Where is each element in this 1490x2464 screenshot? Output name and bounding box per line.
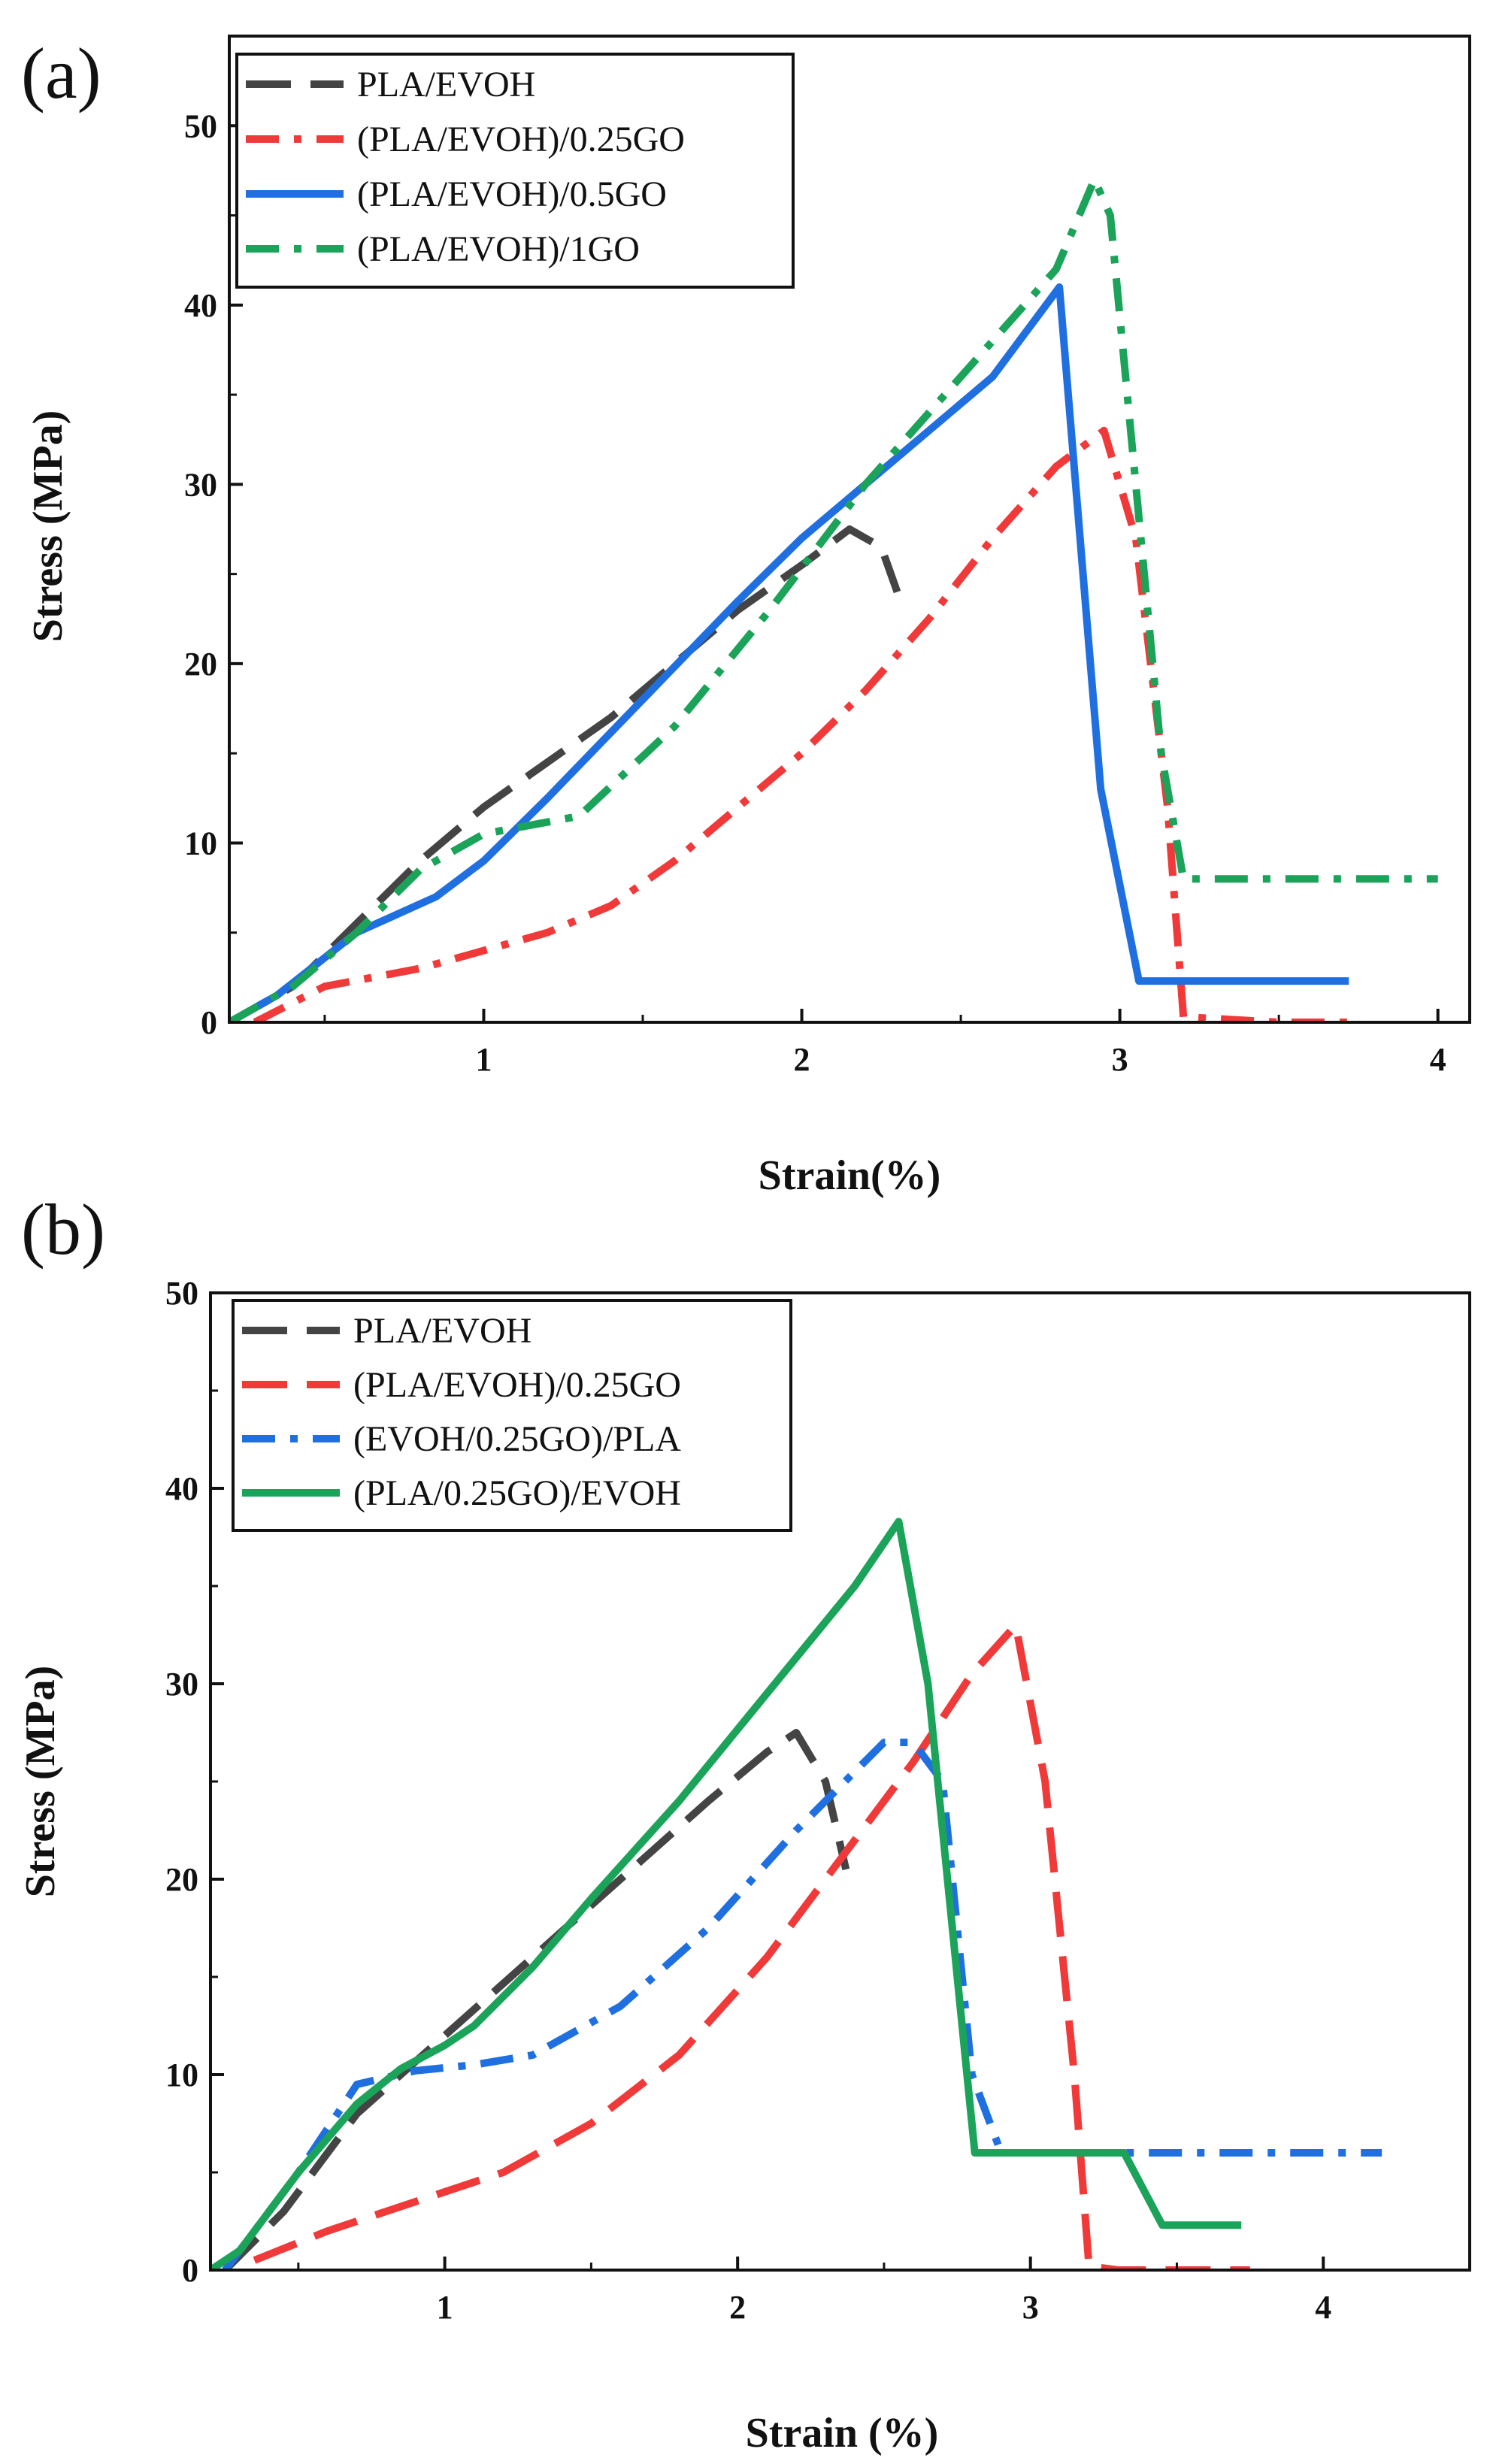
panel-a-xtick-label: 3 bbox=[1112, 1041, 1128, 1078]
panel-a-label: (a) bbox=[21, 33, 101, 114]
panel-a-ytick-label: 40 bbox=[184, 287, 217, 324]
panel-a-xtick-label: 1 bbox=[475, 1041, 492, 1078]
panel-b-series-pla-0-25go-evoh bbox=[210, 1518, 1242, 2270]
panel-b-xtick-label: 1 bbox=[437, 2289, 453, 2326]
panel-b-ytick-label: 20 bbox=[165, 1861, 198, 1898]
panel-b-ytick-label: 30 bbox=[165, 1666, 198, 1703]
panel-b-ytick-label: 40 bbox=[165, 1470, 198, 1507]
panel-a-legend-label-pla-evoh: PLA/EVOH bbox=[357, 65, 535, 104]
panel-b-xtick-label: 3 bbox=[1022, 2289, 1039, 2326]
panel-a-ytick-label: 20 bbox=[184, 646, 217, 683]
panel-b-ytick-label: 50 bbox=[165, 1275, 198, 1312]
panel-a-legend: PLA/EVOH (PLA/EVOH)/0.25GO (PLA/EVOH)/0.5G… bbox=[235, 53, 795, 289]
panel-b-xtick-label: 2 bbox=[729, 2289, 746, 2326]
panel-b-ytick-label: 0 bbox=[182, 2252, 198, 2289]
panel-a-ytick-label: 10 bbox=[184, 825, 217, 861]
panel-a-series-pla-evoh-0-25go bbox=[253, 426, 1358, 1022]
panel-a-legend-label-pla-evoh-0-5go: (PLA/EVOH)/0.5GO bbox=[357, 174, 667, 214]
panel-a-series-pla-evoh-1go bbox=[229, 175, 1438, 1022]
panel-a-legend-label-pla-evoh-1go: (PLA/EVOH)/1GO bbox=[357, 229, 640, 269]
panel-b-ytick-label: 10 bbox=[165, 2057, 198, 2093]
panel-b-y-axis-title: Stress (MPa) bbox=[17, 1666, 64, 1897]
panel-b-legend-label-pla-evoh: PLA/EVOH bbox=[353, 1311, 531, 1351]
panel-b-x-axis-title: Strain (%) bbox=[746, 2410, 939, 2456]
panel-b-chart: (b) 0 10 20 30 40 50 1 2 3 4 Strain (%) Stress (MPa)… bbox=[17, 1189, 1471, 2456]
panel-b-series-pla-evoh bbox=[222, 1729, 850, 2270]
panel-a-ytick-label: 0 bbox=[201, 1004, 217, 1041]
panel-b-legend-label-pla-0-25go-evoh: (PLA/0.25GO)/EVOH bbox=[353, 1473, 681, 1513]
panel-a-ytick-label: 30 bbox=[184, 466, 217, 503]
panel-b-label: (b) bbox=[21, 1189, 105, 1270]
panel-b-legend-label-pla-evoh-0-25go: (PLA/EVOH)/0.25GO bbox=[353, 1365, 681, 1405]
panel-a-plot-frame bbox=[228, 35, 1471, 1024]
panel-a-ytick-label: 50 bbox=[184, 107, 217, 144]
panel-b-legend: PLA/EVOH (PLA/EVOH)/0.25GO (EVOH/0.25GO)/P… bbox=[232, 1299, 792, 1532]
panel-a-legend-label-pla-evoh-0-25go: (PLA/EVOH)/0.25GO bbox=[357, 120, 685, 159]
panel-b-series-group bbox=[210, 1518, 1382, 2270]
panel-a-xtick-label: 4 bbox=[1430, 1041, 1446, 1078]
panel-a-y-axis-title: Stress (MPa) bbox=[25, 410, 71, 642]
panel-a-series-pla-evoh-0-5go bbox=[229, 283, 1349, 1022]
panel-b-series-pla-evoh-0-25go bbox=[253, 1621, 1250, 2270]
panel-b-legend-label-evoh-0-25go-pla: (EVOH/0.25GO)/PLA bbox=[353, 1419, 681, 1459]
panel-a-x-axis-title: Strain(%) bbox=[759, 1152, 941, 1199]
panel-a-xtick-label: 2 bbox=[794, 1041, 810, 1078]
panel-a-series-pla-evoh bbox=[229, 525, 901, 1022]
panel-a-chart: (a) 0 10 20 30 40 50 1 2 3 4 Strain(%) Stress (MPa) P… bbox=[21, 33, 1471, 1199]
panel-a-series-group bbox=[229, 175, 1438, 1022]
panel-b-series-evoh-0-25go-pla bbox=[222, 1739, 1382, 2270]
panel-b-xtick-label: 4 bbox=[1315, 2289, 1331, 2326]
